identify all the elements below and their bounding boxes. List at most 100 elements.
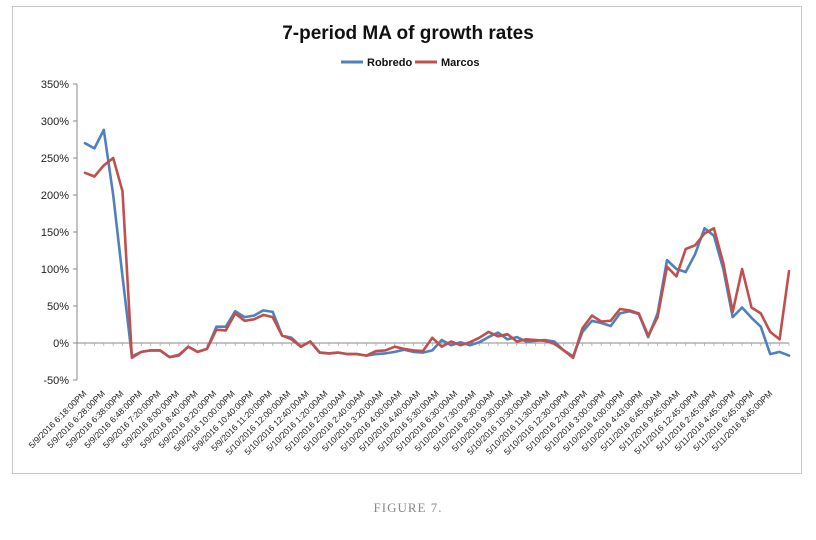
data-point-marcos bbox=[177, 353, 180, 356]
data-point-marcos bbox=[468, 341, 471, 344]
data-point-marcos bbox=[412, 349, 415, 352]
line-chart: 7-period MA of growth rates Robredo Marc… bbox=[27, 23, 791, 457]
data-point-marcos bbox=[628, 309, 631, 312]
data-point-robredo bbox=[252, 314, 256, 317]
data-point-marcos bbox=[356, 353, 359, 356]
data-point-robredo bbox=[478, 341, 481, 344]
data-point-robredo bbox=[112, 193, 115, 197]
data-point-marcos bbox=[637, 312, 640, 315]
data-point-marcos bbox=[618, 307, 622, 311]
data-point-robredo bbox=[769, 353, 772, 356]
data-point-marcos bbox=[572, 356, 575, 359]
data-point-marcos bbox=[130, 356, 133, 359]
data-point-marcos bbox=[722, 262, 725, 265]
data-point-marcos bbox=[83, 171, 87, 174]
data-point-robredo bbox=[384, 352, 387, 355]
data-point-marcos bbox=[234, 312, 237, 315]
data-point-robredo bbox=[243, 316, 246, 319]
data-point-robredo bbox=[468, 344, 471, 347]
data-point-robredo bbox=[271, 310, 274, 313]
data-point-robredo bbox=[234, 310, 237, 313]
series-line-robredo bbox=[83, 128, 791, 359]
data-point-marcos bbox=[459, 344, 462, 347]
data-point-robredo bbox=[684, 270, 687, 274]
data-point-marcos bbox=[281, 334, 284, 337]
data-point-marcos bbox=[515, 340, 518, 343]
data-point-robredo bbox=[787, 354, 791, 357]
data-point-marcos bbox=[694, 244, 697, 247]
figure-frame: 7-period MA of growth rates Robredo Marc… bbox=[12, 6, 802, 474]
data-point-marcos bbox=[590, 314, 594, 317]
data-point-marcos bbox=[731, 310, 734, 313]
data-point-robredo bbox=[121, 275, 124, 278]
data-point-robredo bbox=[393, 350, 396, 353]
y-tick-label: 200% bbox=[41, 190, 69, 202]
data-point-robredo bbox=[731, 316, 734, 319]
data-point-robredo bbox=[609, 324, 612, 328]
data-point-marcos bbox=[271, 316, 274, 319]
data-point-robredo bbox=[440, 338, 443, 342]
y-tick-label: 0% bbox=[53, 338, 69, 350]
data-point-marcos bbox=[309, 340, 312, 343]
data-point-marcos bbox=[224, 329, 227, 332]
data-point-robredo bbox=[496, 331, 500, 334]
data-point-marcos bbox=[600, 320, 603, 323]
data-point-marcos bbox=[346, 353, 349, 356]
data-point-marcos bbox=[102, 164, 105, 167]
chart-title: 7-period MA of growth rates bbox=[282, 23, 534, 44]
data-point-marcos bbox=[525, 338, 528, 341]
y-tick-label: -50% bbox=[43, 375, 69, 387]
data-point-marcos bbox=[656, 316, 659, 319]
data-point-robredo bbox=[759, 325, 762, 328]
y-axis: -50% 0% 50% 100% 150% 200% 250% 300% 350% bbox=[41, 79, 78, 387]
data-point-marcos bbox=[741, 267, 744, 271]
data-point-marcos bbox=[403, 347, 406, 350]
data-point-marcos bbox=[684, 247, 687, 251]
data-point-marcos bbox=[215, 328, 218, 331]
data-point-marcos bbox=[609, 319, 612, 322]
y-tick-label: 250% bbox=[41, 153, 69, 165]
data-point-marcos bbox=[112, 156, 115, 160]
data-point-robredo bbox=[83, 142, 87, 145]
data-point-robredo bbox=[93, 147, 96, 150]
data-point-marcos bbox=[290, 338, 293, 341]
data-point-marcos bbox=[205, 347, 209, 350]
data-point-marcos bbox=[337, 351, 340, 354]
data-point-marcos bbox=[262, 313, 265, 316]
data-point-marcos bbox=[562, 349, 565, 352]
data-point-marcos bbox=[252, 318, 256, 321]
data-point-marcos bbox=[187, 345, 190, 348]
data-point-marcos bbox=[703, 232, 706, 235]
y-tick-label: 300% bbox=[41, 116, 69, 128]
data-point-marcos bbox=[93, 175, 96, 178]
data-point-marcos bbox=[581, 327, 584, 330]
data-point-marcos bbox=[534, 338, 537, 342]
data-point-marcos bbox=[543, 339, 547, 342]
data-point-marcos bbox=[478, 336, 481, 339]
data-point-marcos bbox=[675, 275, 678, 278]
data-point-marcos bbox=[318, 351, 321, 354]
series-robredo bbox=[83, 128, 791, 359]
data-point-marcos bbox=[168, 356, 171, 359]
data-point-marcos bbox=[553, 342, 556, 345]
data-point-robredo bbox=[525, 340, 528, 343]
data-point-marcos bbox=[431, 336, 434, 339]
data-point-robredo bbox=[703, 227, 706, 230]
data-point-robredo bbox=[675, 267, 678, 271]
series-line-marcos bbox=[83, 156, 791, 360]
series-layer bbox=[83, 128, 791, 360]
y-tick-label: 100% bbox=[41, 264, 69, 276]
data-point-robredo bbox=[262, 309, 265, 312]
figure-caption: FIGURE 7. bbox=[373, 500, 443, 515]
legend: Robredo Marcos bbox=[341, 57, 480, 69]
data-point-marcos bbox=[243, 319, 246, 322]
data-point-marcos bbox=[149, 349, 152, 352]
data-point-marcos bbox=[121, 190, 124, 193]
data-point-marcos bbox=[506, 333, 509, 336]
y-tick-label: 50% bbox=[47, 301, 69, 313]
y-tick-label: 150% bbox=[41, 227, 69, 239]
data-point-marcos bbox=[647, 334, 650, 337]
data-point-robredo bbox=[215, 325, 218, 328]
data-point-marcos bbox=[328, 352, 331, 355]
